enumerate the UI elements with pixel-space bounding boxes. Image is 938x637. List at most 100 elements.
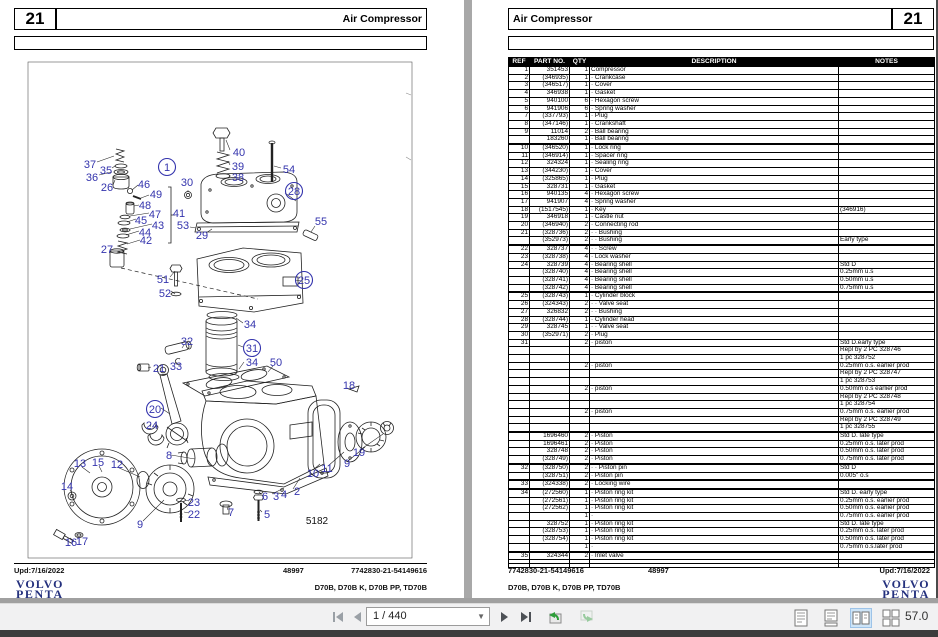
page-gap [0,598,938,603]
part-label: 53 [177,220,189,232]
table-row: (328751) 2 · Piston pin 0.005" o.s [508,471,935,481]
footer-rule-left [14,563,427,564]
parts-table-body: 1 351453 1 Compressor 2 (346935) 1 · Crankcase 3… [508,66,935,568]
table-row: Repl by 2 PC 328746 [508,346,935,355]
part-label: 40 [233,147,245,159]
footer-code-right: 48997 [648,566,669,575]
table-row: 10 (346520) 1 · Lock ring [508,143,935,153]
part-label: 9 [344,458,350,470]
table-row: Repl by 2 PC 328748 [508,392,935,402]
part-label-circle [294,270,314,290]
table-row: 34 (272560) 1 · Piston ring kit Std D. early… [508,487,935,498]
part-label: 19 [353,447,365,459]
part-label: 42 [140,235,152,247]
part-label: 3 [273,491,279,503]
part-label: 28 [288,186,300,198]
part-label: 1 [164,162,170,174]
previous-page-button[interactable] [348,607,368,627]
table-row: 25 (328743) 1 · Cylinder block [508,291,935,302]
part-label: 16 [65,537,77,549]
next-page-button[interactable] [494,607,514,627]
table-row: 1 pc 328753 [508,377,935,386]
bottom-bar [0,630,938,637]
figure-number: 5182 [306,516,329,527]
last-page-button[interactable] [516,607,536,627]
table-row: 29 328745 1 · · Valve seat [508,323,935,332]
section-number-right: 21 [892,8,934,30]
part-label: 44 [139,227,151,239]
table-row: 26 (324343) 2 · · Valve seat [508,300,935,309]
part-label: 37 [84,159,96,171]
table-row: 35 324344 2 · Inlet valve [508,550,935,561]
table-row: Repl by 2 PC 328749 [508,415,935,425]
part-label: 45 [135,215,147,227]
part-label: 2 [294,486,300,498]
layout-continuous-button[interactable] [820,608,842,628]
table-row: (272562) 1 · Piston ring kit 0.50mm o.s. ea… [508,504,935,514]
table-row: 2 · piston 0.25mm o.s. earlier prod [508,361,935,371]
part-label-circle [145,399,165,419]
table-row: 9 11014 2 · Ball bearing [508,127,935,137]
column-header: DESCRIPTION [589,57,839,67]
table-row: 4 346938 1 · Gasket [508,89,935,98]
part-label: 22 [188,509,200,521]
part-label: 7 [228,507,234,519]
parts-table: REF PART NO. QTY DESCRIPTION NOTES 1 351453 1 C… [508,57,935,568]
footer-updated-right: Upd:7/16/2022 [879,566,930,575]
catalog-page-right: Air Compressor 21 REF PART NO. QTY DESCRIPT… [472,0,938,599]
table-row: 17 941907 4 · Spring washer [508,197,935,207]
table-row: (328749) 2 · Piston 0.75mm o.s. later prod [508,455,935,465]
table-row: 328748 2 · Piston 0.50mm o.s. later prod [508,447,935,457]
footer-models-right: D70B, D70B K, D70B PP, TD70B [508,583,621,592]
part-label: 55 [315,216,327,228]
first-page-button[interactable] [328,607,348,627]
part-label: 47 [149,209,161,221]
table-row: 1696461 2 · Piston 0.25mm o.s. later prod [508,439,935,449]
part-label: 17 [76,536,88,548]
table-row: (328753) 1 · Piston ring kit 0.25mm o.s. la… [508,527,935,537]
column-header: QTY [569,57,590,67]
part-label: 51 [157,274,169,286]
part-label: 23 [188,497,200,509]
part-label: 4 [281,489,287,501]
footer-rule-right [508,563,934,564]
page-title-left: Air Compressor [56,8,427,30]
table-row: 6 941906 6 · Spring washer [508,104,935,114]
part-label: 35 [100,165,112,177]
footer-models-left: D70B, D70B K, D70B PP, TD70B [314,583,427,592]
chevron-down-icon[interactable]: ▼ [477,612,485,621]
layout-single-page-button[interactable] [790,608,812,628]
part-label: 49 [150,189,162,201]
table-row: Repl by 2 PC 328747 [508,369,935,379]
table-row: 12 324324 1 · Sealing ring [508,159,935,169]
part-label: 13 [74,458,86,470]
page-number-input[interactable]: 1 / 440 ▼ [366,607,490,626]
layout-two-page-continuous-button[interactable] [880,608,902,628]
part-label: 31 [246,343,258,355]
part-label: 33 [170,361,182,373]
next-view-button[interactable] [576,607,598,627]
table-row: 23 (328738) 4 · Lock washer [508,252,935,262]
table-row: 18 (1517545) 1 · Key (346916) [508,205,935,215]
part-label: 12 [111,459,123,471]
part-label-circle [157,157,177,177]
footer-code-left: 48997 [283,566,304,575]
table-row: 19 346918 1 · Castle nut [508,213,935,223]
table-row: 8 (347146) 1 · Crankshaft [508,119,935,129]
subtitle-bar-left [14,36,427,50]
table-row: 21 (328736) 2 · · Bushing [508,228,935,238]
table-row: 31 2 · piston Std D.early type [508,338,935,348]
part-label: 34 [244,319,256,331]
table-row: 2 (346935) 1 · Crankcase [508,73,935,83]
catalog-page-left: 2 1 Air Compressor [0,0,464,599]
table-row: 16 940135 4 · Hexagon screw [508,190,935,199]
part-label: 54 [283,164,295,176]
column-header: PART NO. [529,57,570,67]
part-label: 30 [181,177,193,189]
zoom-level[interactable]: 57.0 [905,609,929,623]
previous-view-button[interactable] [544,607,566,627]
part-label: 14 [61,481,73,493]
layout-two-page-button[interactable] [850,608,872,628]
